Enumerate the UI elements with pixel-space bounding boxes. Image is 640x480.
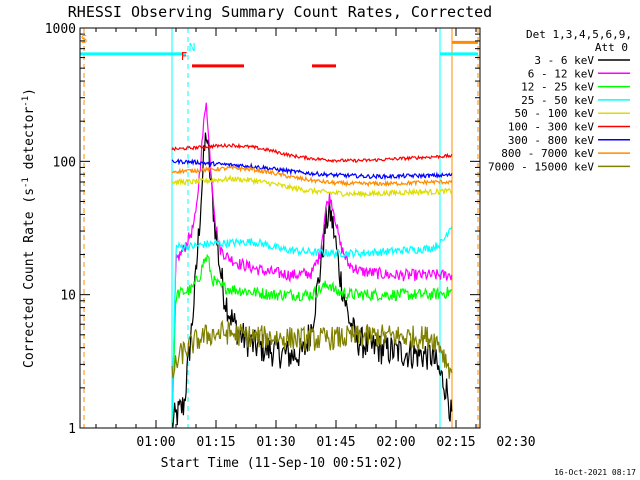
legend-label: 50 - 100 keV	[515, 107, 595, 120]
y-axis-label-superscript: -1	[21, 96, 31, 107]
chart-title: RHESSI Observing Summary Count Rates, Co…	[68, 3, 492, 21]
series-line	[171, 226, 453, 423]
flag-letter: N	[189, 41, 196, 54]
series-line	[171, 253, 453, 424]
series-line	[171, 142, 453, 164]
y-tick-label: 1	[68, 422, 76, 437]
y-axis-label-part: detector	[22, 107, 37, 178]
flag-letter: F	[181, 50, 188, 63]
y-axis-label-superscript: -1	[21, 177, 31, 188]
legend-header-line: Att 0	[595, 41, 628, 54]
legend-label: 800 - 7000 keV	[501, 147, 594, 160]
series-line	[171, 165, 453, 188]
legend-label: 300 - 800 keV	[508, 134, 594, 147]
legend-label: 25 - 50 keV	[521, 94, 594, 107]
y-axis-label: Corrected Count Rate (s-1 detector-1)	[21, 88, 37, 368]
x-tick-label: 01:45	[316, 435, 355, 450]
x-tick-label: 01:15	[196, 435, 235, 450]
series-line	[171, 158, 453, 181]
x-tick-label: 02:30	[496, 435, 535, 450]
observing-flags: S NF	[80, 33, 478, 68]
axes-group: 01:00 01:15 01:30 01:45 02:00 02:15 02:30 1 10 10…	[45, 22, 536, 450]
x-axis-label: Start Time (11-Sep-10 00:51:02)	[161, 456, 404, 471]
legend-label: 7000 - 15000 keV	[488, 160, 594, 173]
series-line	[171, 319, 453, 379]
legend-label: 6 - 12 keV	[528, 67, 595, 80]
x-tick-label: 01:30	[256, 435, 295, 450]
y-tick-label: 100	[53, 155, 76, 170]
x-tick-label: 02:15	[436, 435, 475, 450]
series-line	[171, 132, 453, 428]
y-tick-label: 1000	[45, 22, 76, 37]
plot-frame	[79, 27, 481, 429]
legend-label: 12 - 25 keV	[521, 81, 594, 94]
series-group	[171, 102, 453, 428]
x-tick-label: 02:00	[376, 435, 415, 450]
mode-change-lines	[83, 28, 479, 428]
legend-label: 3 - 6 keV	[534, 54, 594, 67]
y-axis-label-part: )	[22, 88, 37, 96]
footer-timestamp: 16-Oct-2021 08:17	[554, 468, 636, 477]
legend-label: 100 - 300 keV	[508, 121, 594, 134]
x-tick-label: 01:00	[136, 435, 175, 450]
flag-letter: S	[81, 33, 88, 46]
y-tick-label: 10	[60, 289, 76, 304]
legend-header-line: Det 1,3,4,5,6,9,	[526, 28, 632, 41]
series-line	[171, 174, 453, 199]
y-axis-label-part: Corrected Count Rate (s	[22, 188, 37, 368]
